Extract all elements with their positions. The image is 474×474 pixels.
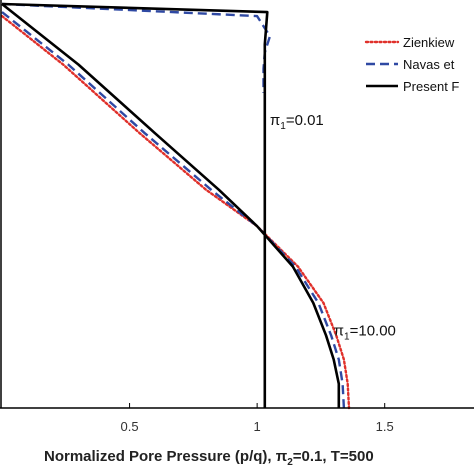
- series-line-pi1_10-4: [0, 14, 351, 410]
- x-tick-label: 1.5: [376, 419, 394, 434]
- annotation-pi1-1: π1=10.00: [334, 322, 396, 342]
- legend-label: Navas et: [403, 57, 455, 72]
- series-line-pi1_0.01-0: [1, 2, 269, 408]
- x-axis-label: Normalized Pore Pressure (p/q), π2=0.1, …: [44, 448, 374, 468]
- legend: Zienkiew Navas et Present F: [364, 35, 459, 94]
- plot-area: [0, 2, 351, 410]
- axes: [0, 0, 474, 409]
- annotations: π1=0.01 π1=10.00: [270, 112, 396, 342]
- series-line-pi1_10-2: [1, 2, 341, 408]
- legend-label: Present F: [403, 79, 459, 94]
- x-tick-label: 0.5: [121, 419, 139, 434]
- x-tick-label: 1: [254, 419, 261, 434]
- legend-label: Zienkiew: [403, 35, 455, 50]
- series-line-pi1_10-3: [1, 11, 346, 409]
- x-tick-labels: 0.5 1 1.5: [121, 419, 394, 434]
- annotation-pi1-0: π1=0.01: [270, 112, 324, 132]
